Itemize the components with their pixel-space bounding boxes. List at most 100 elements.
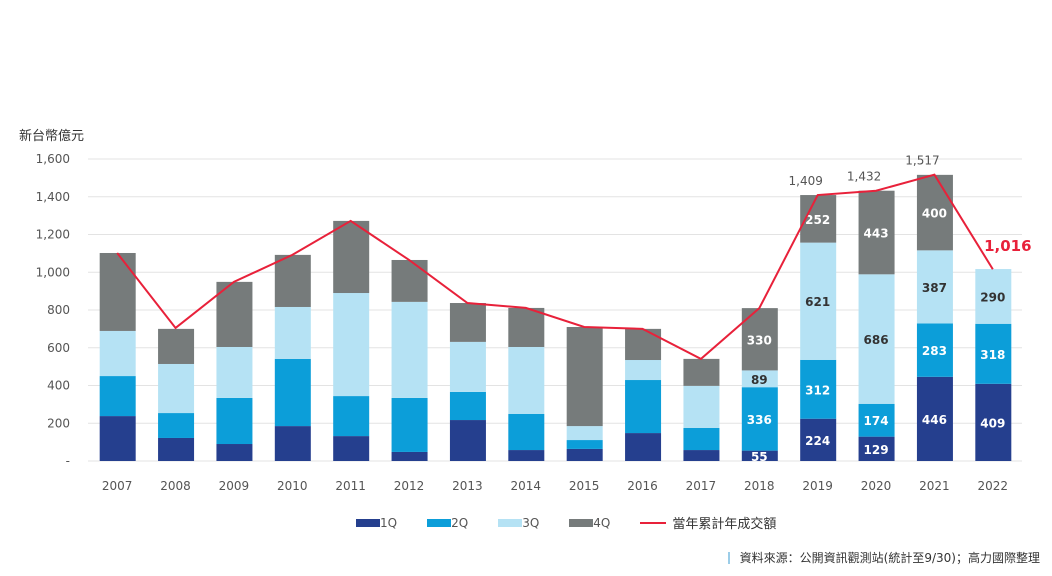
bar-3q xyxy=(333,293,370,397)
bar-1q xyxy=(333,436,370,461)
legend-label: 當年累計年成交額 xyxy=(672,517,777,532)
bar-2q xyxy=(625,380,662,434)
bar-4q xyxy=(683,358,720,386)
source-text: 資料來源：公開資訊觀測站(統計至9/30)；高力國際整理 xyxy=(739,551,1040,565)
legend-label: 4Q xyxy=(593,515,611,530)
legend-swatch xyxy=(427,518,452,527)
data-label: 55 xyxy=(751,450,768,464)
x-tick-label: 2016 xyxy=(627,479,658,493)
bar-4q xyxy=(333,220,370,294)
legend: 1Q 2Q 3Q 4Q 當年累計年成交額 xyxy=(356,513,806,532)
bar-3q xyxy=(858,274,895,404)
data-label: 443 xyxy=(864,227,889,241)
legend-label: 2Q xyxy=(451,515,469,530)
x-tick-label: 2010 xyxy=(277,479,308,493)
bar-1q xyxy=(683,450,720,461)
bar-1q xyxy=(158,437,195,461)
bar-4q xyxy=(566,326,603,427)
bar-1q xyxy=(566,448,603,461)
source-marker xyxy=(727,551,730,564)
bar-4q xyxy=(99,252,136,331)
legend-swatch xyxy=(569,518,594,527)
bar-1q xyxy=(216,444,253,461)
bar-2q xyxy=(975,323,1012,384)
data-label: 686 xyxy=(864,333,889,347)
bar-2q xyxy=(858,403,895,437)
data-label: 387 xyxy=(922,281,947,295)
x-tick-label: 2019 xyxy=(802,479,833,493)
bar-3q xyxy=(99,330,136,377)
bar-4q xyxy=(916,174,953,251)
x-tick-label: 2017 xyxy=(686,479,717,493)
x-tick-label: 2012 xyxy=(394,479,425,493)
bar-1q xyxy=(449,420,486,461)
bar-3q xyxy=(916,250,953,324)
data-label: 89 xyxy=(751,373,768,387)
bar-4q xyxy=(216,281,253,347)
x-tick-label: 2007 xyxy=(102,479,133,493)
y-tick-label: 800 xyxy=(47,303,70,317)
data-label: 252 xyxy=(805,213,830,227)
y-tick-label: 1,600 xyxy=(36,152,70,166)
bar-1q xyxy=(741,450,778,461)
bar-2q xyxy=(391,397,428,452)
bar-1q xyxy=(975,383,1012,461)
legend-item: 當年累計年成交額 xyxy=(640,513,776,532)
y-axis-unit-label: 新台幣億元 xyxy=(19,129,85,144)
x-tick-label: 2014 xyxy=(511,479,542,493)
bar-3q xyxy=(566,426,603,441)
y-tick-label: 400 xyxy=(47,379,70,393)
bar-1q xyxy=(274,426,311,461)
bar-2q xyxy=(800,359,837,419)
legend-label: 1Q xyxy=(380,515,398,530)
bar-2q xyxy=(333,396,370,437)
legend-swatch xyxy=(498,518,523,527)
x-tick-label: 2008 xyxy=(160,479,191,493)
bar-4q xyxy=(858,190,895,275)
legend-item: 4Q xyxy=(569,516,610,530)
y-tick-label: 600 xyxy=(47,341,70,355)
data-label: 400 xyxy=(922,207,947,221)
data-label: 330 xyxy=(747,333,772,347)
y-tick-label: 1,200 xyxy=(36,228,70,242)
x-tick-label: 2013 xyxy=(452,479,483,493)
data-label: 283 xyxy=(922,344,947,358)
bar-2q xyxy=(566,440,603,449)
y-tick-label: 1,400 xyxy=(36,190,70,204)
bar-2q xyxy=(216,397,253,445)
x-tick-label: 2015 xyxy=(569,479,600,493)
bar-3q xyxy=(216,346,253,398)
bar-3q xyxy=(508,346,545,415)
bar-3q xyxy=(683,385,720,428)
total-label: 1,432 xyxy=(847,170,881,184)
bar-4q xyxy=(391,259,428,302)
y-tick-label: 1,000 xyxy=(36,265,70,279)
bar-1q xyxy=(508,450,545,461)
bar-3q xyxy=(625,360,662,381)
source-note: 資料來源：公開資訊觀測站(統計至9/30)；高力國際整理 xyxy=(727,549,1040,566)
legend-item: 2Q xyxy=(427,516,468,530)
bar-1q xyxy=(858,436,895,461)
bar-1q xyxy=(391,451,428,461)
bar-3q xyxy=(391,301,428,398)
data-label: 409 xyxy=(980,416,1005,430)
data-label: 129 xyxy=(864,443,889,457)
legend-item: 1Q xyxy=(356,516,397,530)
bar-3q xyxy=(274,306,311,359)
data-label: 174 xyxy=(864,414,889,428)
y-tick-label: 200 xyxy=(47,416,70,430)
bar-4q xyxy=(625,328,662,361)
legend-item: 3Q xyxy=(498,516,539,530)
bar-2q xyxy=(741,387,778,451)
stacked-bar-chart: - 200 400 600 800 1,000 1,200 1,400 1,600 2007 200… xyxy=(36,152,1032,493)
bar-3q xyxy=(741,370,778,388)
bar-2q xyxy=(99,376,136,417)
bar-2q xyxy=(158,413,195,438)
legend-swatch xyxy=(356,518,380,527)
bar-3q xyxy=(449,341,486,392)
bar-2q xyxy=(449,391,486,421)
data-label: 621 xyxy=(805,295,830,309)
bar-4q xyxy=(508,307,545,347)
total-label: 1,016 xyxy=(984,237,1031,255)
bar-1q xyxy=(800,418,837,461)
